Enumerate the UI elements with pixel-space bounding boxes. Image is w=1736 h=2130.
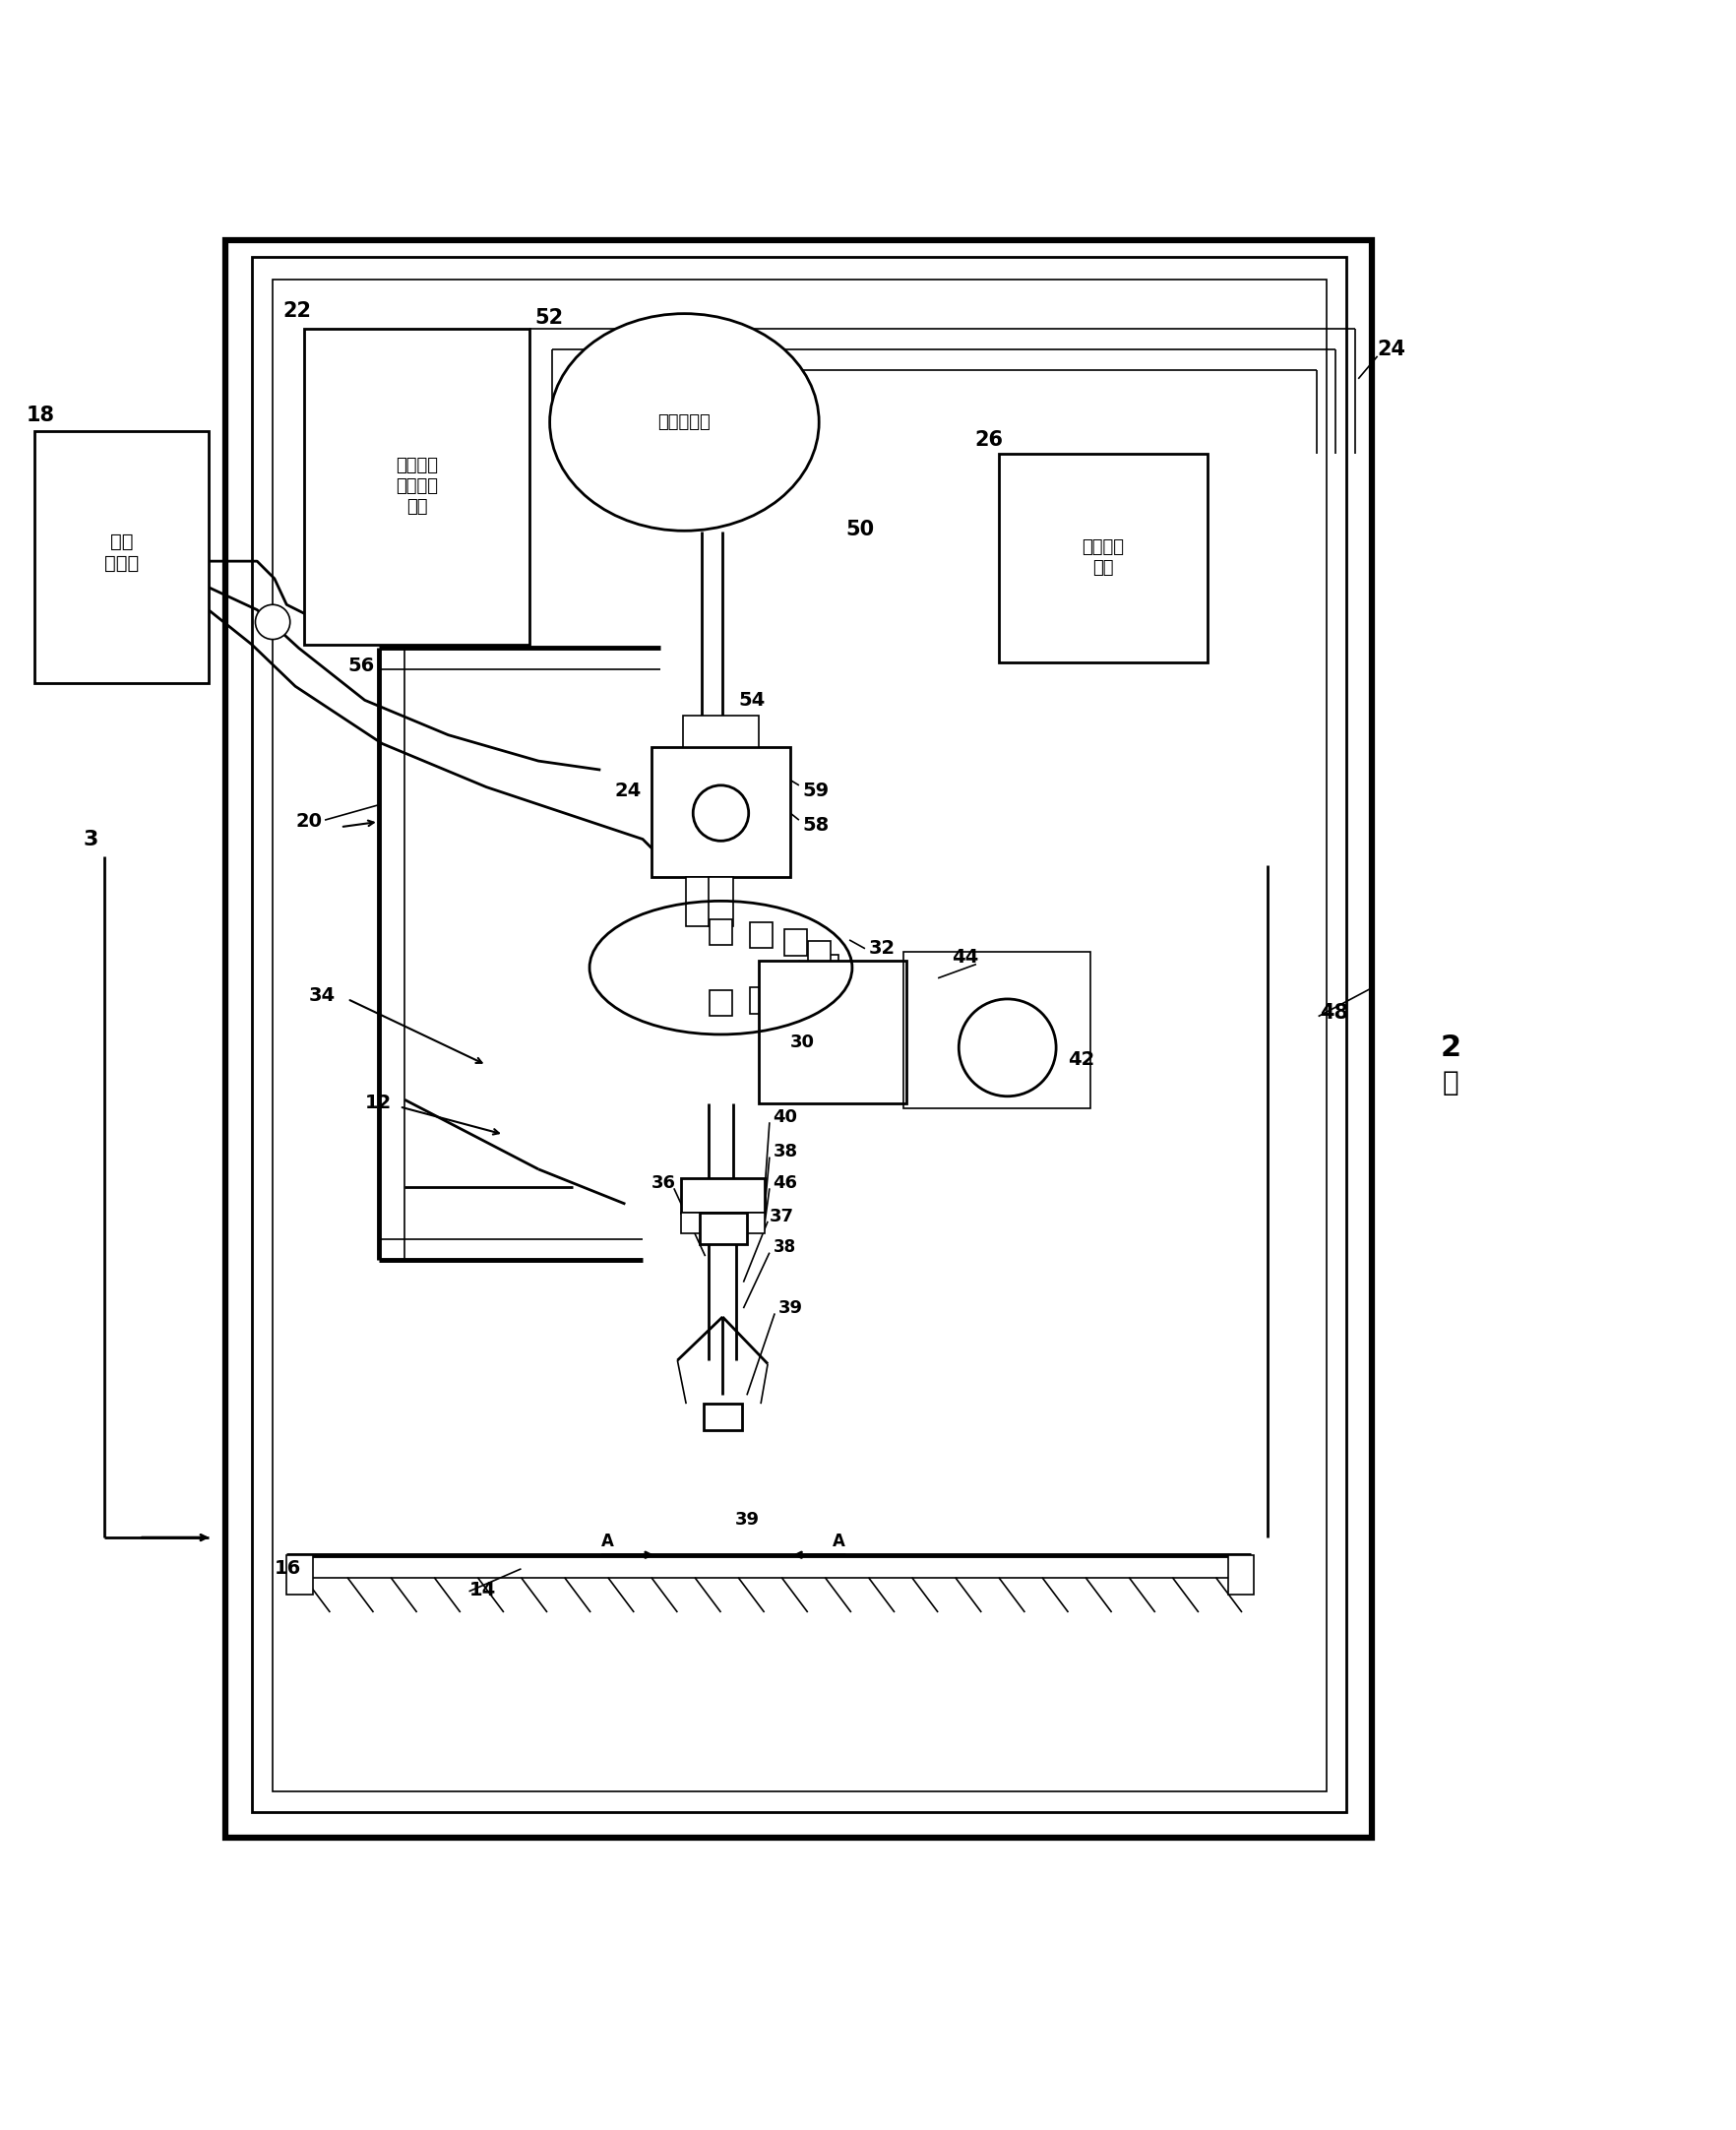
Text: 54: 54 — [738, 690, 764, 709]
Text: 37: 37 — [769, 1208, 793, 1225]
Bar — [903, 952, 1090, 1108]
Text: 螺柱
供给器: 螺柱 供给器 — [104, 532, 139, 573]
Bar — [226, 241, 1371, 1838]
Text: 过程控制
部件: 过程控制 部件 — [1082, 539, 1123, 577]
Circle shape — [693, 786, 748, 841]
Bar — [816, 954, 838, 980]
Bar — [708, 990, 733, 1016]
Bar — [304, 328, 529, 645]
Circle shape — [255, 605, 290, 639]
Text: 26: 26 — [974, 430, 1002, 449]
Text: 16: 16 — [274, 1559, 300, 1578]
Circle shape — [958, 999, 1055, 1097]
Bar — [743, 1212, 764, 1233]
Bar — [681, 1178, 764, 1212]
Text: 36: 36 — [651, 1174, 675, 1193]
Text: 3: 3 — [83, 829, 99, 850]
Text: 20: 20 — [295, 812, 321, 831]
Bar — [286, 1555, 312, 1595]
Bar — [700, 1212, 746, 1244]
Bar — [998, 454, 1207, 662]
Text: 32: 32 — [868, 939, 894, 958]
Text: 56: 56 — [347, 656, 373, 675]
Text: 图: 图 — [1441, 1069, 1458, 1097]
Text: 46: 46 — [773, 1174, 797, 1193]
Bar — [703, 1404, 741, 1429]
Text: 30: 30 — [790, 1033, 814, 1052]
Text: 24: 24 — [1377, 339, 1404, 360]
Text: 39: 39 — [778, 1299, 802, 1316]
Text: A: A — [601, 1531, 615, 1551]
Text: 12: 12 — [365, 1095, 391, 1112]
Bar — [785, 929, 807, 956]
Bar — [785, 980, 807, 1005]
Text: 38: 38 — [773, 1238, 795, 1257]
Text: 50: 50 — [845, 520, 875, 539]
Text: A: A — [832, 1531, 845, 1551]
Bar — [1227, 1555, 1253, 1595]
Bar — [35, 430, 208, 684]
Text: 52: 52 — [535, 309, 564, 328]
Bar — [682, 716, 759, 748]
Text: 59: 59 — [802, 782, 828, 801]
Text: 48: 48 — [1319, 1003, 1347, 1022]
Bar — [750, 922, 773, 948]
Bar — [708, 878, 733, 927]
Text: 2: 2 — [1439, 1033, 1460, 1063]
Text: 焊接工具
过程控制
装置: 焊接工具 过程控制 装置 — [396, 458, 437, 515]
Text: 39: 39 — [734, 1512, 759, 1529]
Bar — [807, 969, 830, 995]
Text: 40: 40 — [773, 1108, 797, 1127]
Bar — [681, 1212, 701, 1233]
Text: 气动压力泵: 气动压力泵 — [658, 413, 710, 430]
Ellipse shape — [549, 313, 819, 530]
Bar — [252, 258, 1345, 1813]
Text: 18: 18 — [26, 405, 54, 426]
Bar — [273, 279, 1326, 1791]
Text: 58: 58 — [802, 816, 828, 835]
Bar — [686, 878, 710, 927]
Bar — [651, 748, 790, 878]
Text: 44: 44 — [951, 948, 977, 967]
Text: 22: 22 — [283, 300, 311, 322]
Text: 34: 34 — [309, 986, 335, 1005]
Bar — [750, 988, 773, 1014]
Text: 24: 24 — [615, 782, 641, 801]
Text: 42: 42 — [1068, 1050, 1094, 1069]
Bar — [807, 941, 830, 967]
Text: 14: 14 — [469, 1580, 495, 1600]
Bar — [708, 920, 733, 946]
Text: 38: 38 — [773, 1144, 797, 1161]
Bar — [759, 961, 906, 1103]
